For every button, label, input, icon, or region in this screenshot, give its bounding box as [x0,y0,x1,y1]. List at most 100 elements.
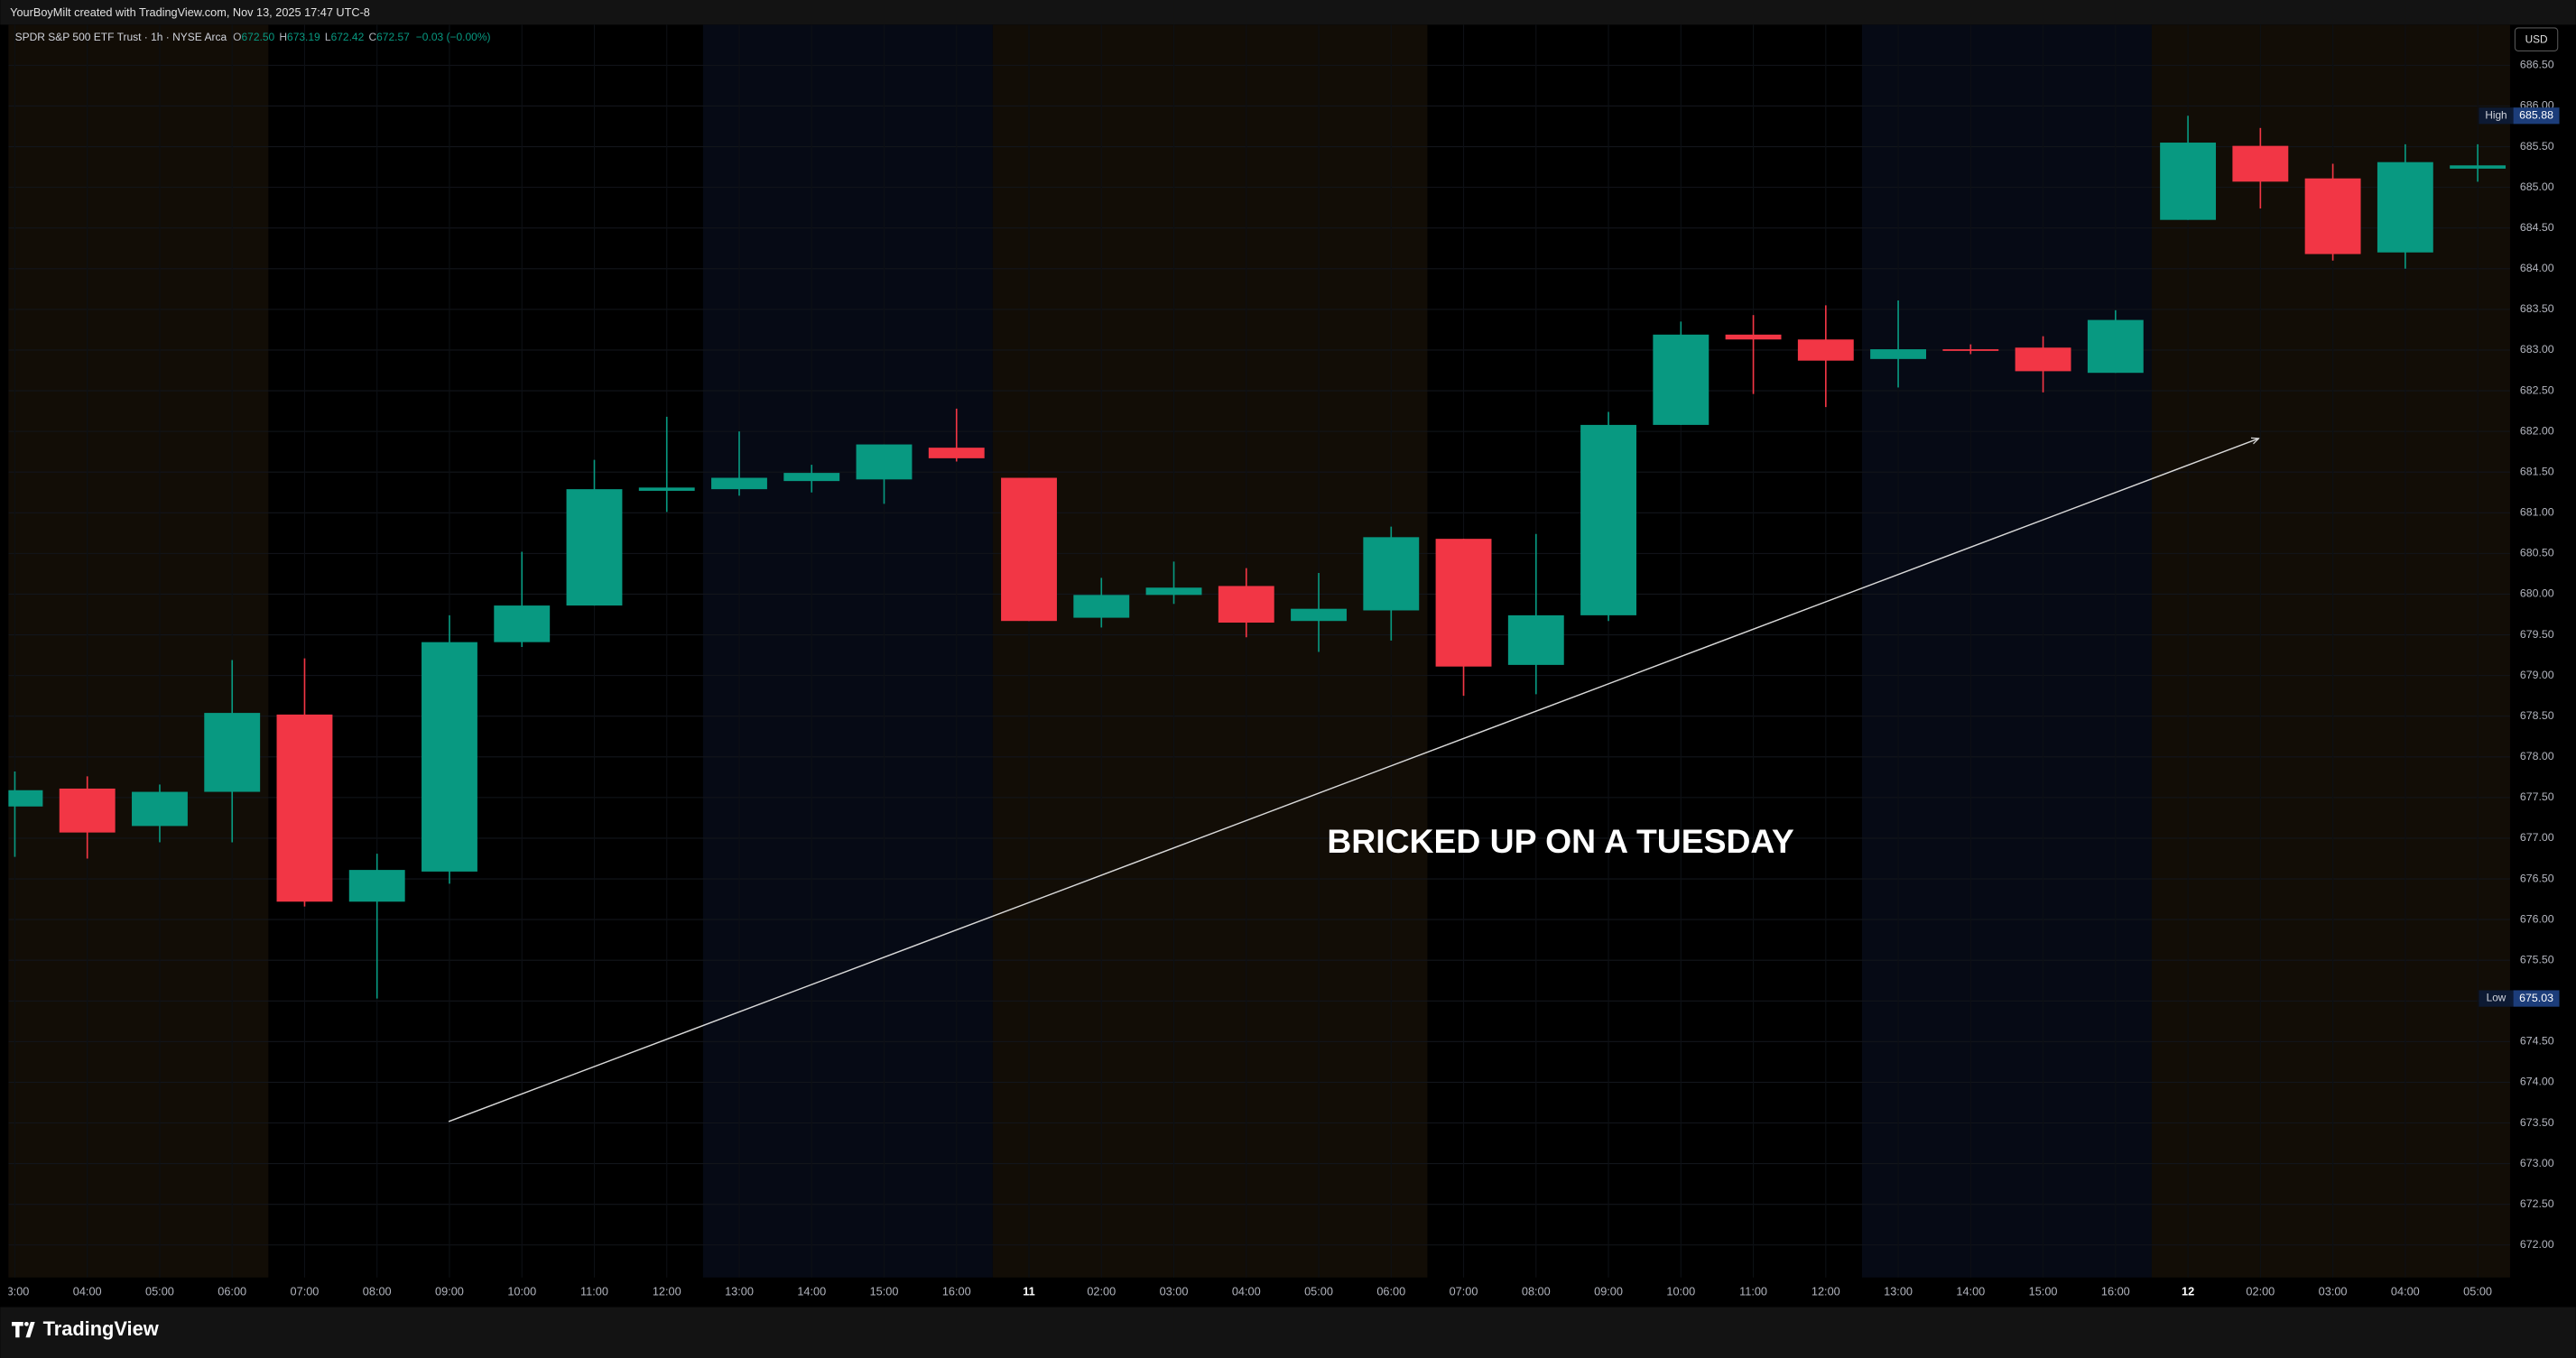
candle-body [348,870,405,902]
x-tick-label: 04:00 [1232,1285,1261,1298]
x-tick-label: 14:00 [797,1285,826,1298]
x-tick-label: 09:00 [1594,1285,1623,1298]
candle-body [1870,349,1927,359]
high-marker-box [2513,107,2560,125]
y-tick-label: 685.00 [2520,180,2554,193]
legend-h-label: H [279,31,287,43]
x-tick-label: 11:00 [580,1285,608,1298]
x-tick-label: 13:00 [725,1285,754,1298]
x-tick-label: 09:00 [435,1285,464,1298]
legend-change: −0.03 (−0.00%) [416,31,491,43]
x-tick-label: 02:00 [1087,1285,1116,1298]
y-tick-label: 676.00 [2520,912,2554,925]
x-tick-label: 13:00 [1884,1285,1913,1298]
y-tick-label: 678.50 [2520,709,2554,722]
legend-c-value: 672.57 [376,31,410,43]
candle-body [2087,319,2144,374]
high-marker-tag [2479,107,2514,125]
x-tick-label: 15:00 [870,1285,899,1298]
candle-body [783,473,840,482]
x-tick-label: 06:00 [218,1285,246,1298]
y-tick-label: 672.50 [2520,1197,2554,1210]
session-band [702,24,993,1278]
x-tick-label: 04:00 [2391,1285,2420,1298]
candle-body [204,713,261,792]
candle-body [638,487,695,491]
x-tick-label: 03:00 [1,1285,30,1298]
annotation[interactable]: BRICKED UP ON A TUESDAY [1327,822,1794,860]
y-tick-label: 680.00 [2520,587,2554,600]
currency[interactable]: USD [2525,33,2548,46]
candle-body [2160,143,2217,220]
time-axis: 03:00 04:00 05:00 06:00 07:00 08:00 09:00 10:00… [1,1285,2492,1298]
y-tick-label: 681.00 [2520,506,2554,519]
trend-line[interactable] [448,439,2258,1122]
low-marker-value: 675.03 [2519,992,2553,1004]
x-tick-label: 03:00 [2319,1285,2348,1298]
x-tick-label: 10:00 [1666,1285,1695,1298]
candle-body [1073,595,1130,618]
x-tick-label: 11 [1023,1285,1034,1298]
candle-body [1653,334,1710,425]
y-tick-label: 686.50 [2520,59,2554,71]
x-tick-label: 05:00 [145,1285,174,1298]
y-tick-label: 679.50 [2520,628,2554,641]
y-tick-label: 677.50 [2520,790,2554,803]
y-tick-label: 679.00 [2520,669,2554,681]
x-tick-label: 08:00 [1522,1285,1551,1298]
high-marker-value: 685.88 [2519,109,2553,122]
session-band [992,24,1428,1278]
legend-o-value: 672.50 [241,31,274,43]
low-marker-box [2513,990,2560,1007]
candle-body [1145,587,1202,596]
candle-body [1580,424,1636,615]
legend-l-value: 672.42 [331,31,365,43]
y-tick-label: 684.50 [2520,221,2554,234]
high-marker-label: High [2485,108,2507,121]
attribution: YourBoyMilt created with TradingView.com… [10,5,370,19]
candles [8,115,2507,999]
x-tick-label: 12 [2182,1285,2194,1298]
x-tick-label: 02:00 [2246,1285,2275,1298]
grid [8,24,2510,1278]
candle-body [59,788,116,833]
x-tick-label: 05:00 [1304,1285,1333,1298]
x-tick-label: 16:00 [2101,1285,2130,1298]
currency-button[interactable] [2514,27,2559,51]
x-tick-label: 12:00 [1812,1285,1840,1298]
y-tick-label: 675.50 [2520,953,2554,965]
y-tick-label: 677.00 [2520,831,2554,844]
legend-o-label: O [233,31,241,43]
y-tick-label: 678.00 [2520,750,2554,762]
y-tick-label: 673.00 [2520,1157,2554,1169]
legend-title: SPDR S&P 500 ETF Trust · 1h · NYSE Arca [15,31,227,43]
candle-body [1291,608,1347,622]
y-tick-label: 680.50 [2520,547,2554,559]
y-tick-label: 682.50 [2520,383,2554,396]
y-tick-label: 674.50 [2520,1035,2554,1048]
candle-body [1797,339,1854,361]
candle-body [2377,162,2433,253]
x-tick-label: 08:00 [363,1285,392,1298]
y-tick-label: 681.50 [2520,465,2554,477]
candle-body [1942,349,1999,351]
y-tick-label: 683.00 [2520,343,2554,356]
candle-body [711,477,767,490]
x-tick-label: 10:00 [507,1285,536,1298]
y-tick-label: 673.50 [2520,1116,2554,1129]
y-tick-label: 676.50 [2520,872,2554,884]
x-tick-label: 14:00 [1956,1285,1985,1298]
candle-body [422,642,477,872]
x-tick-label: 04:00 [73,1285,102,1298]
candle-body [1507,614,1564,665]
low-marker-tag [2479,990,2514,1007]
y-tick-label: 674.00 [2520,1076,2554,1088]
sessions [8,24,2510,1278]
logo-dot [24,1321,29,1326]
top-bar [0,0,2576,25]
brand: TradingView [43,1317,160,1340]
y-tick-label: 683.50 [2520,302,2554,315]
x-tick-label: 16:00 [942,1285,971,1298]
